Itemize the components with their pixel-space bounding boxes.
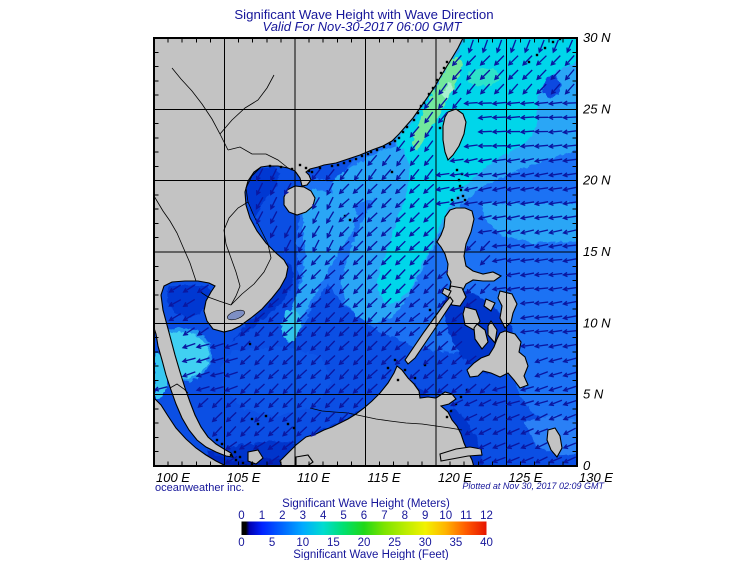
svg-text:20 N: 20 N: [582, 173, 611, 188]
svg-text:5: 5: [269, 537, 275, 549]
svg-text:110 E: 110 E: [297, 470, 330, 485]
svg-text:3: 3: [300, 510, 306, 522]
svg-text:15 N: 15 N: [583, 244, 611, 259]
svg-text:Valid For Nov-30-2017 06:00 GM: Valid For Nov-30-2017 06:00 GMT: [263, 19, 463, 34]
svg-text:25 N: 25 N: [582, 101, 611, 116]
svg-text:115 E: 115 E: [368, 470, 401, 485]
svg-text:9: 9: [422, 510, 428, 522]
svg-text:5: 5: [340, 510, 346, 522]
svg-text:12: 12: [480, 510, 493, 522]
svg-text:0: 0: [583, 458, 591, 473]
svg-text:10: 10: [296, 537, 309, 549]
svg-text:125 E: 125 E: [509, 470, 543, 485]
svg-text:6: 6: [361, 510, 367, 522]
svg-text:Significant Wave Height (Meter: Significant Wave Height (Meters): [282, 498, 450, 510]
svg-text:15: 15: [327, 537, 340, 549]
svg-text:100 E: 100 E: [156, 470, 190, 485]
svg-text:11: 11: [460, 510, 472, 522]
svg-text:30 N: 30 N: [583, 30, 611, 45]
svg-text:35: 35: [450, 537, 463, 549]
svg-text:0: 0: [238, 537, 244, 549]
svg-text:2: 2: [279, 510, 285, 522]
svg-text:7: 7: [381, 510, 387, 522]
svg-text:8: 8: [402, 510, 408, 522]
svg-text:oceanweather inc.: oceanweather inc.: [155, 482, 244, 494]
svg-text:1: 1: [259, 510, 265, 522]
svg-text:Plotted at Nov 30, 2017 02:09: Plotted at Nov 30, 2017 02:09 GMT: [462, 481, 605, 491]
svg-text:130 E: 130 E: [579, 470, 613, 485]
svg-text:0: 0: [238, 510, 244, 522]
svg-text:4: 4: [320, 510, 327, 522]
svg-text:20: 20: [358, 537, 371, 549]
svg-text:5 N: 5 N: [583, 387, 604, 402]
svg-text:Significant Wave Height with W: Significant Wave Height with Wave Direct…: [234, 7, 493, 22]
svg-text:10: 10: [439, 510, 452, 522]
svg-text:Significant Wave Height (Feet): Significant Wave Height (Feet): [293, 549, 449, 560]
svg-text:105 E: 105 E: [227, 470, 261, 485]
svg-text:25: 25: [388, 537, 401, 549]
svg-text:120 E: 120 E: [438, 470, 472, 485]
svg-text:30: 30: [419, 537, 432, 549]
svg-text:10 N: 10 N: [583, 315, 611, 330]
svg-text:40: 40: [480, 537, 493, 549]
